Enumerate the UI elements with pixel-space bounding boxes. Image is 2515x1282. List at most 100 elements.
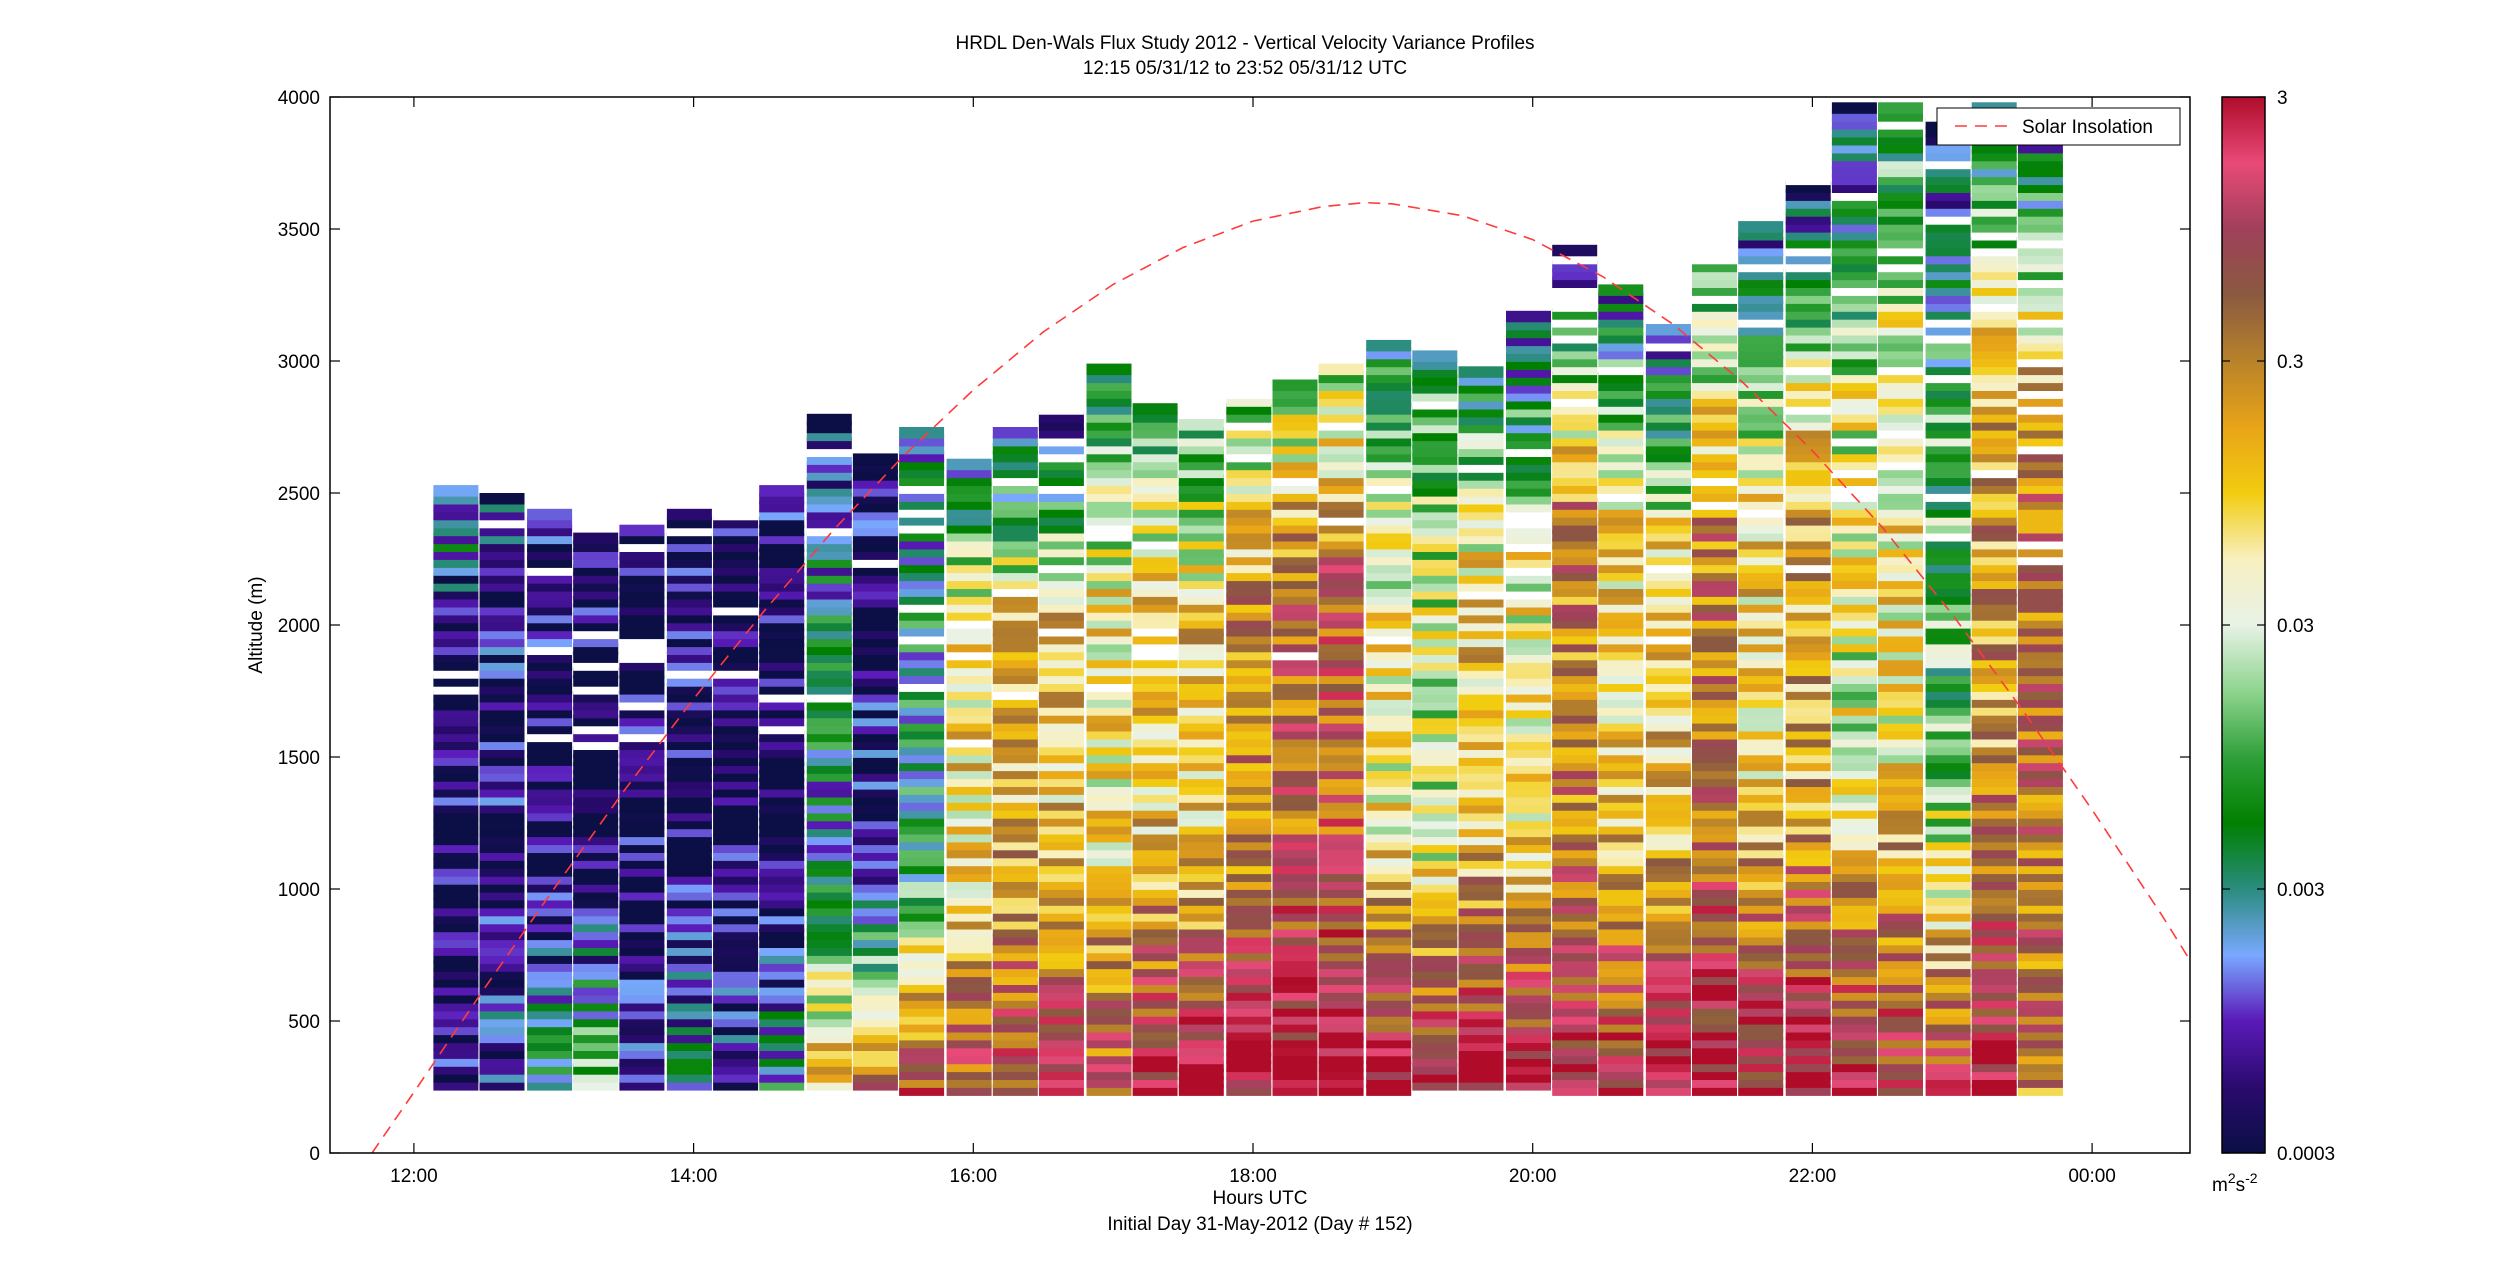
heatmap-cell <box>666 786 712 798</box>
y-tick-label: 1500 <box>278 748 320 769</box>
heatmap-cell <box>1645 561 1691 574</box>
heatmap-cell <box>713 770 759 782</box>
heatmap-cell <box>1925 957 1971 970</box>
heatmap-cell <box>1971 815 2017 827</box>
heatmap-cell <box>1785 411 1831 423</box>
heatmap-cell <box>1738 894 1784 906</box>
heatmap-cell <box>1971 997 2017 1009</box>
heatmap-cell <box>1738 553 1784 566</box>
heatmap-cell <box>759 683 805 695</box>
heatmap-cell <box>806 524 852 537</box>
heatmap-cell <box>806 722 852 735</box>
heatmap-cell <box>1132 728 1178 740</box>
heatmap-cell <box>1458 1015 1504 1028</box>
heatmap-cell <box>1738 997 1784 1009</box>
heatmap-cell <box>1971 1021 2017 1033</box>
heatmap-cell <box>946 696 992 708</box>
heatmap-cell <box>1692 514 1737 526</box>
heatmap-cell <box>1598 767 1644 780</box>
heatmap-cell <box>1598 965 1644 978</box>
heatmap-cell <box>1831 1013 1877 1025</box>
heatmap-cell <box>1878 1013 1923 1025</box>
heatmap-cell <box>1971 339 2017 352</box>
heatmap-cell <box>1458 390 1504 402</box>
heatmap-cell <box>1598 1052 1644 1065</box>
heatmap-cell <box>806 651 852 663</box>
heatmap-cell <box>1925 577 1971 589</box>
heatmap-cell <box>573 857 619 869</box>
heatmap-cell <box>806 421 852 434</box>
heatmap-cell <box>1552 981 1598 993</box>
heatmap-cell <box>2017 949 2063 962</box>
heatmap-cell <box>433 524 479 537</box>
heatmap-cell <box>806 873 852 885</box>
heatmap-cell <box>433 833 479 846</box>
heatmap-cell <box>899 672 945 684</box>
heatmap-cell <box>1971 221 2017 233</box>
heatmap-cell <box>1086 482 1132 494</box>
heatmap-cell <box>1318 926 1364 938</box>
heatmap-cell <box>1692 933 1737 946</box>
heatmap-cell <box>946 640 992 653</box>
heatmap-cell <box>1738 506 1784 518</box>
heatmap-cell <box>1552 371 1598 384</box>
heatmap-cell <box>992 672 1038 684</box>
heatmap-cell <box>759 588 805 600</box>
heatmap-cell <box>1971 973 2017 985</box>
heatmap-cell <box>479 556 525 568</box>
heatmap-cell <box>1318 767 1364 780</box>
heatmap-cell <box>1412 683 1458 695</box>
heatmap-cell <box>527 619 573 632</box>
heatmap-cell <box>1366 1036 1412 1049</box>
heatmap-cell <box>713 603 759 616</box>
heatmap-cell <box>2017 434 2063 447</box>
heatmap-cell <box>713 691 759 703</box>
heatmap-cell <box>1831 197 1877 209</box>
heatmap-cell <box>619 1079 665 1091</box>
heatmap-cell <box>852 968 898 980</box>
heatmap-cell <box>1645 894 1691 906</box>
heatmap-cell <box>479 841 525 853</box>
heatmap-cell <box>1086 363 1132 376</box>
heatmap-cell <box>1598 728 1644 740</box>
heatmap-cell <box>713 516 759 529</box>
heatmap-cell <box>1226 593 1272 605</box>
heatmap-cell <box>1226 807 1272 819</box>
heatmap-cell <box>1552 569 1598 582</box>
heatmap-cell <box>1785 498 1831 510</box>
heatmap-cell <box>1506 1079 1551 1091</box>
heatmap-cell <box>1458 556 1504 568</box>
heatmap-cell <box>1645 339 1691 352</box>
heatmap-cell <box>1132 981 1178 993</box>
heatmap-cell <box>1506 698 1551 711</box>
heatmap-cell <box>1132 640 1178 653</box>
heatmap-cell <box>1412 904 1458 917</box>
heatmap-cell <box>1925 807 1971 819</box>
heatmap-cell <box>1878 514 1923 526</box>
heatmap-cell <box>1925 466 1971 479</box>
heatmap-cell <box>433 928 479 941</box>
heatmap-cell <box>433 540 479 552</box>
heatmap-cell <box>1132 1044 1178 1057</box>
heatmap-cell <box>1318 632 1364 645</box>
heatmap-cell <box>1785 775 1831 787</box>
heatmap-cell <box>1178 989 1224 1001</box>
heatmap-cell <box>1831 728 1877 740</box>
heatmap-cell <box>666 667 712 679</box>
heatmap-cell <box>1831 838 1877 851</box>
heatmap-cell <box>759 532 805 545</box>
heatmap-cell <box>1645 878 1691 890</box>
heatmap-cell <box>1831 664 1877 677</box>
heatmap-cell <box>1272 379 1318 391</box>
heatmap-cell <box>1831 387 1877 399</box>
heatmap-cell <box>806 833 852 846</box>
heatmap-cell <box>1878 149 1923 162</box>
heatmap-cell <box>1925 918 1971 930</box>
heatmap-cell <box>1086 466 1132 479</box>
heatmap-cell <box>1692 783 1737 795</box>
heatmap-cell <box>1226 902 1272 914</box>
heatmap-cell <box>1272 949 1318 962</box>
heatmap-cell <box>1925 157 1971 170</box>
heatmap-cell <box>433 865 479 877</box>
heatmap-cell <box>1178 656 1224 669</box>
